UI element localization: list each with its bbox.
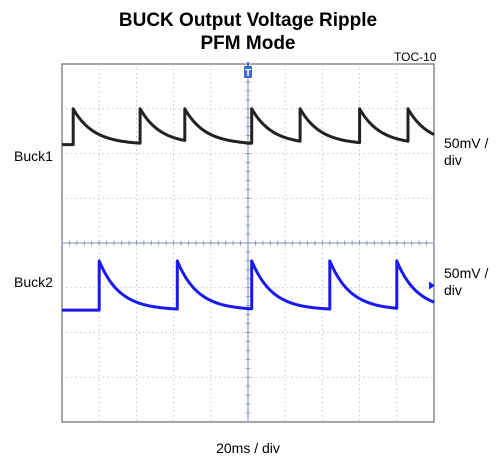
x-scale-label: 20ms / div <box>216 440 280 456</box>
channel-scale-buck1-unit: div <box>444 152 462 168</box>
channel-scale-buck2-value: 50mV / <box>444 265 489 281</box>
trigger-marker-box <box>244 66 252 78</box>
trigger-marker-text: T <box>245 68 251 79</box>
channel-label-buck1: Buck1 <box>14 148 53 164</box>
chart-title: BUCK Output Voltage Ripple <box>118 10 378 31</box>
channel-scale-buck2: 50mV / div <box>444 265 488 299</box>
plot-traces <box>61 107 435 312</box>
figure-id: TOC-10 <box>394 50 437 64</box>
plot-markers: T <box>244 62 435 290</box>
channel-label-buck2: Buck2 <box>14 274 53 290</box>
plot-grid <box>61 63 435 423</box>
chart-subtitle: PFM Mode <box>200 33 296 54</box>
buck2-level-marker <box>429 281 435 290</box>
channel-scale-buck1: 50mV / div <box>444 135 488 169</box>
trace-buck1 <box>61 107 435 147</box>
channel-scale-buck2-unit: div <box>444 282 462 298</box>
trace-buck2 <box>61 259 435 312</box>
channel-scale-buck1-value: 50mV / <box>444 135 489 151</box>
